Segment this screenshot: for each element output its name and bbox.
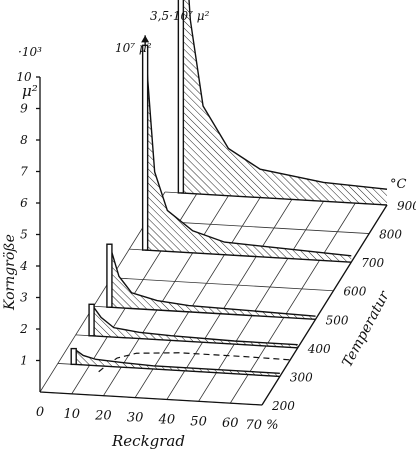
- series-curve-900: [188, 0, 388, 190]
- y-tick-label: 500: [326, 313, 349, 327]
- z-tick-label: 1: [20, 354, 28, 368]
- series-base-400: [91, 335, 298, 349]
- annotation-900: 3,5·10⁷ μ²: [150, 9, 210, 23]
- y-axis-title: Temperatur: [339, 288, 393, 370]
- z-tick-label: 7: [20, 165, 28, 179]
- y-tick-label: 800: [379, 228, 402, 242]
- series-spike-700: [141, 44, 149, 251]
- x-tick-label: 50: [190, 414, 207, 429]
- z-axis-unit: μ²: [22, 82, 38, 100]
- y-axis-unit: °C: [390, 177, 407, 192]
- series-group: [70, 0, 388, 378]
- x-tick-label: 30: [127, 411, 144, 426]
- grid-line-reckgrad-40: [166, 199, 293, 400]
- z-axis-multiplier: ·10³: [18, 45, 42, 59]
- y-tick-label: 600: [343, 285, 366, 299]
- series-area-300: [73, 348, 280, 377]
- y-axis-line: [261, 204, 388, 406]
- x-tick-label: 70 %: [245, 418, 278, 433]
- series-curve-300: [73, 348, 280, 374]
- series-base-300: [73, 363, 280, 378]
- z-tick-label: 9: [20, 102, 28, 116]
- grid-line-reckgrad-50: [198, 201, 324, 402]
- series-spike-300: [70, 347, 77, 366]
- annotation-700: 10⁷ μ²: [115, 41, 152, 55]
- y-tick-label: 900: [397, 199, 416, 213]
- grid-line-temp-800: [147, 220, 370, 234]
- grid-line-reckgrad-30: [134, 197, 261, 398]
- series-area-400: [91, 304, 298, 348]
- series-base-700: [145, 249, 352, 263]
- x-tick-label: 0: [36, 405, 44, 420]
- series-spike-400: [88, 303, 95, 337]
- dashed-boundary-line: [98, 352, 291, 373]
- series-spike-900: [177, 0, 185, 194]
- z-tick-label: 8: [20, 133, 28, 147]
- z-tick-label: 5: [20, 228, 28, 242]
- series-curve-500: [108, 244, 316, 317]
- x-tick-label: 40: [158, 412, 176, 427]
- x-tick-label: 60: [222, 416, 239, 431]
- series-area-900: [180, 0, 387, 205]
- series-spike-500: [106, 243, 113, 308]
- z-tick-label: 4: [19, 259, 28, 273]
- dashed-boundary: [98, 352, 291, 373]
- series-area-700: [145, 45, 352, 263]
- series-base-900: [180, 192, 388, 206]
- y-tick-label: 300: [290, 370, 313, 384]
- y-tick-label: 700: [361, 256, 384, 270]
- y-tick-label: 400: [307, 342, 331, 356]
- x-axis-title: Reckgrad: [111, 432, 185, 450]
- series-curve-400: [91, 303, 298, 346]
- axes: [36, 76, 388, 406]
- y-tick-label: 200: [271, 399, 295, 413]
- grid-line-reckgrad-60: [229, 202, 356, 404]
- arrow-head-700: [141, 35, 150, 43]
- z-tick-label: 6: [20, 196, 28, 210]
- grid-line-temp-600: [111, 277, 334, 292]
- z-axis-title: Korngröße: [2, 234, 18, 311]
- z-tick-label: 10: [16, 70, 32, 84]
- z-tick-label: 2: [19, 322, 28, 336]
- tick-labels: 1 2 3 4 5 6 7 8 9 10 0 10 20 30 40 50 60 70 % 200 300 400 500…: [16, 70, 416, 433]
- x-tick-label: 20: [94, 409, 112, 424]
- series-base-500: [109, 306, 316, 320]
- z-tick-label: 3: [20, 291, 28, 305]
- x-tick-label: 10: [63, 407, 80, 422]
- x-axis-line: [39, 391, 263, 406]
- series-curve-700: [144, 45, 352, 257]
